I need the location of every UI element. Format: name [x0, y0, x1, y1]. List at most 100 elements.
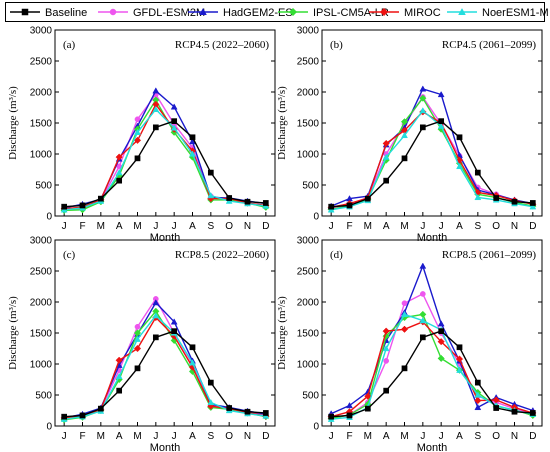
data-point	[207, 192, 215, 199]
data-point	[511, 198, 518, 205]
data-point	[134, 335, 141, 342]
data-point	[244, 198, 251, 205]
series-line	[64, 314, 266, 420]
x-tick-label: J	[153, 221, 158, 232]
data-point	[328, 203, 335, 210]
data-point	[437, 354, 445, 363]
y-tick-label: 3000	[297, 236, 320, 247]
series-line	[64, 298, 266, 420]
data-point	[346, 202, 353, 209]
data-point	[189, 134, 196, 141]
panel-title: RCP4.5 (2061–2099)	[442, 39, 536, 51]
data-point	[134, 116, 141, 123]
x-tick-label: J	[439, 431, 444, 442]
legend-entry-hadgem2-es: HadGEM2-ES	[188, 7, 293, 19]
y-axis-label: Discharge (m³/s)	[7, 86, 19, 160]
data-point	[438, 118, 445, 124]
x-tick-label: M	[97, 221, 105, 232]
series-line	[331, 330, 533, 418]
x-tick-label: O	[492, 221, 500, 232]
legend-marker	[379, 7, 389, 17]
legend-marker	[458, 8, 466, 16]
series-hadgem2-es	[60, 299, 270, 421]
data-point	[382, 139, 390, 148]
y-tick-label: 3000	[30, 236, 53, 247]
data-point	[456, 366, 463, 373]
data-point	[419, 317, 427, 324]
series-line	[64, 108, 266, 211]
x-tick-label: J	[329, 431, 334, 442]
data-point	[400, 118, 409, 126]
data-point	[133, 136, 142, 144]
series-hadgem2-es	[327, 85, 537, 209]
x-tick-label: M	[97, 431, 105, 442]
series-line	[331, 109, 533, 211]
data-point	[382, 153, 390, 160]
legend-marker	[109, 8, 117, 16]
data-point	[364, 405, 371, 412]
data-point	[170, 318, 178, 325]
x-tick-label: F	[346, 221, 352, 232]
legend-label: Baseline	[45, 7, 87, 19]
data-point	[419, 291, 426, 297]
data-point	[474, 396, 482, 405]
data-point	[226, 195, 233, 201]
x-tick-label: D	[262, 221, 269, 232]
x-axis-label: Month	[417, 442, 448, 452]
data-point	[328, 413, 335, 420]
data-point	[437, 338, 445, 346]
data-point	[152, 299, 160, 306]
x-tick-label: D	[529, 431, 536, 442]
x-tick-label: S	[474, 431, 481, 442]
legend-label: IPSL-CM5A-LR	[313, 7, 389, 19]
data-point	[152, 87, 160, 94]
y-tick-label: 0	[46, 422, 52, 433]
data-point	[61, 203, 68, 210]
data-point	[529, 203, 537, 210]
data-point	[419, 94, 427, 102]
y-tick-label: 2000	[30, 88, 53, 99]
y-tick-label: 2500	[297, 267, 320, 278]
legend-entry-miroc: MIROC	[369, 7, 441, 19]
data-point	[207, 379, 214, 386]
x-tick-label: F	[346, 431, 352, 442]
x-tick-label: D	[529, 221, 536, 232]
y-tick-label: 500	[35, 391, 52, 402]
x-tick-label: A	[456, 221, 463, 232]
series-ipsl-cm5a-lr	[327, 94, 537, 213]
series-line	[331, 111, 533, 208]
series-noeresm1-m	[60, 312, 270, 422]
data-point	[437, 320, 445, 327]
data-point	[455, 355, 464, 363]
y-tick-label: 2500	[30, 267, 53, 278]
x-tick-label: A	[116, 221, 123, 232]
data-point	[511, 408, 518, 415]
legend-label: GFDL-ESM2M	[133, 7, 205, 19]
data-point	[189, 359, 196, 366]
data-point	[170, 124, 178, 131]
legend-label: HadGEM2-ES	[223, 7, 293, 19]
legend-label: NoerESM1-M	[482, 7, 549, 19]
panel-title: RCP8.5 (2022–2060)	[175, 249, 269, 261]
x-tick-label: N	[511, 431, 518, 442]
x-axis-label: Month	[150, 232, 181, 244]
data-point	[474, 403, 482, 411]
y-tick-label: 1000	[30, 150, 53, 161]
data-point	[474, 379, 481, 386]
y-tick-label: 1500	[30, 119, 53, 130]
data-point	[262, 200, 269, 206]
y-tick-label: 2000	[30, 298, 53, 309]
data-point	[529, 410, 536, 416]
x-tick-label: A	[189, 431, 196, 442]
data-point	[171, 118, 178, 124]
x-tick-label: J	[62, 431, 67, 442]
data-point	[61, 413, 68, 420]
y-tick-label: 2000	[297, 88, 320, 99]
series-line	[331, 97, 533, 210]
x-tick-label: J	[420, 431, 425, 442]
y-tick-label: 1000	[30, 360, 53, 371]
